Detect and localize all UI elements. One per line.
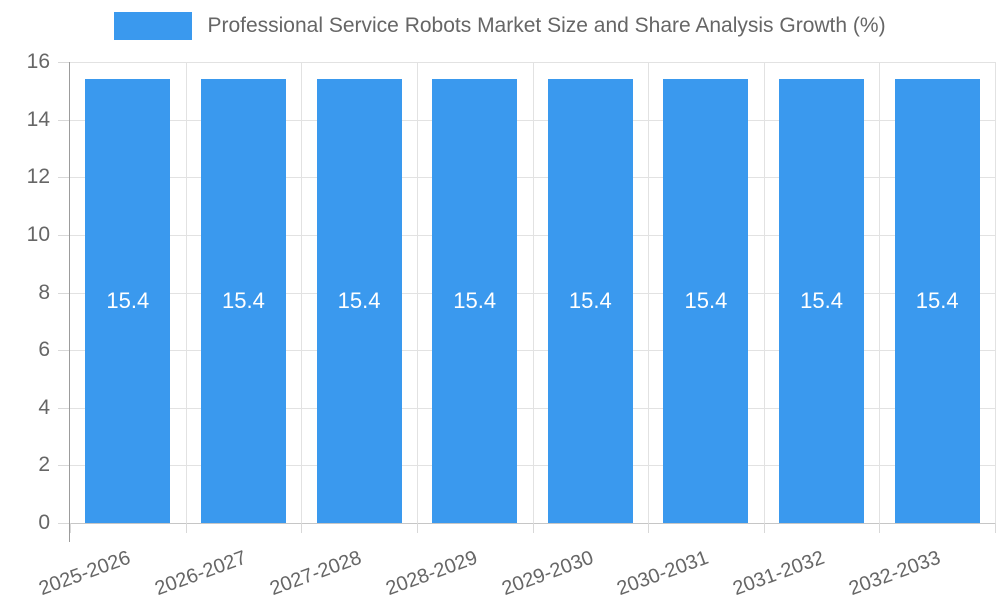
x-tick-label: 2025-2026 [36,546,134,600]
bar[interactable]: 15.4 [894,79,980,523]
bar[interactable]: 15.4 [779,79,865,523]
x-tick [185,523,187,533]
x-tick-label: 2031-2032 [729,546,828,600]
y-tick-label: 12 [26,165,50,189]
x-gridline [763,62,765,523]
y-tick-label: 10 [26,222,50,246]
bar-value-label: 15.4 [222,288,265,314]
x-tick-label: 2028-2029 [383,546,481,600]
y-tick [58,292,70,294]
bar[interactable]: 15.4 [663,79,749,523]
x-tick [532,523,534,533]
bar-value-label: 15.4 [453,288,497,314]
legend-swatch-icon [114,12,193,40]
x-tick-label: 2026-2027 [151,546,250,600]
x-tick [879,523,881,533]
legend-label: Professional Service Robots Market Size … [207,14,886,37]
bar[interactable]: 15.4 [432,79,518,523]
x-gridline [879,62,881,523]
legend: Professional Service Robots Market Size … [0,12,1000,40]
x-tick [763,523,765,533]
bar-value-label: 15.4 [684,288,728,314]
y-tick [58,465,70,467]
bar[interactable]: 15.4 [547,79,633,523]
bar-value-label: 15.4 [568,288,612,314]
bar[interactable]: 15.4 [200,79,286,523]
y-tick [58,234,70,236]
x-gridline [648,62,650,523]
y-tick-label: 16 [26,50,50,73]
x-tick [301,523,303,533]
x-tick [70,523,71,533]
x-gridline [532,62,534,523]
y-tick [58,350,70,352]
x-gridline [185,62,187,523]
y-axis-line [69,62,70,542]
bar-value-label: 15.4 [800,288,843,314]
y-tick [58,119,70,121]
y-tick [58,407,70,409]
x-gridline [995,62,996,523]
x-tick [995,523,996,533]
bar-value-label: 15.4 [106,288,150,314]
y-tick-label: 14 [26,107,50,131]
y-tick-label: 8 [38,280,50,304]
bar-value-label: 15.4 [915,288,959,314]
x-gridline [301,62,303,523]
x-tick-label: 2030-2031 [614,546,712,600]
y-tick-label: 2 [38,453,50,477]
x-gridline [416,62,418,523]
legend-item[interactable]: Professional Service Robots Market Size … [114,12,886,40]
y-tick [58,62,70,63]
y-tick [58,177,70,179]
bar[interactable]: 15.4 [85,79,171,523]
x-tick [648,523,650,533]
y-tick-label: 6 [38,338,50,362]
x-tick-label: 2029-2030 [498,546,597,600]
y-tick [58,523,70,524]
bar[interactable]: 15.4 [316,79,402,523]
x-tick-label: 2027-2028 [267,546,365,600]
x-tick [416,523,418,533]
x-tick-label: 2032-2033 [845,546,943,600]
y-tick-label: 0 [38,511,50,534]
bar-value-label: 15.4 [337,288,381,314]
y-tick-label: 4 [38,395,50,419]
